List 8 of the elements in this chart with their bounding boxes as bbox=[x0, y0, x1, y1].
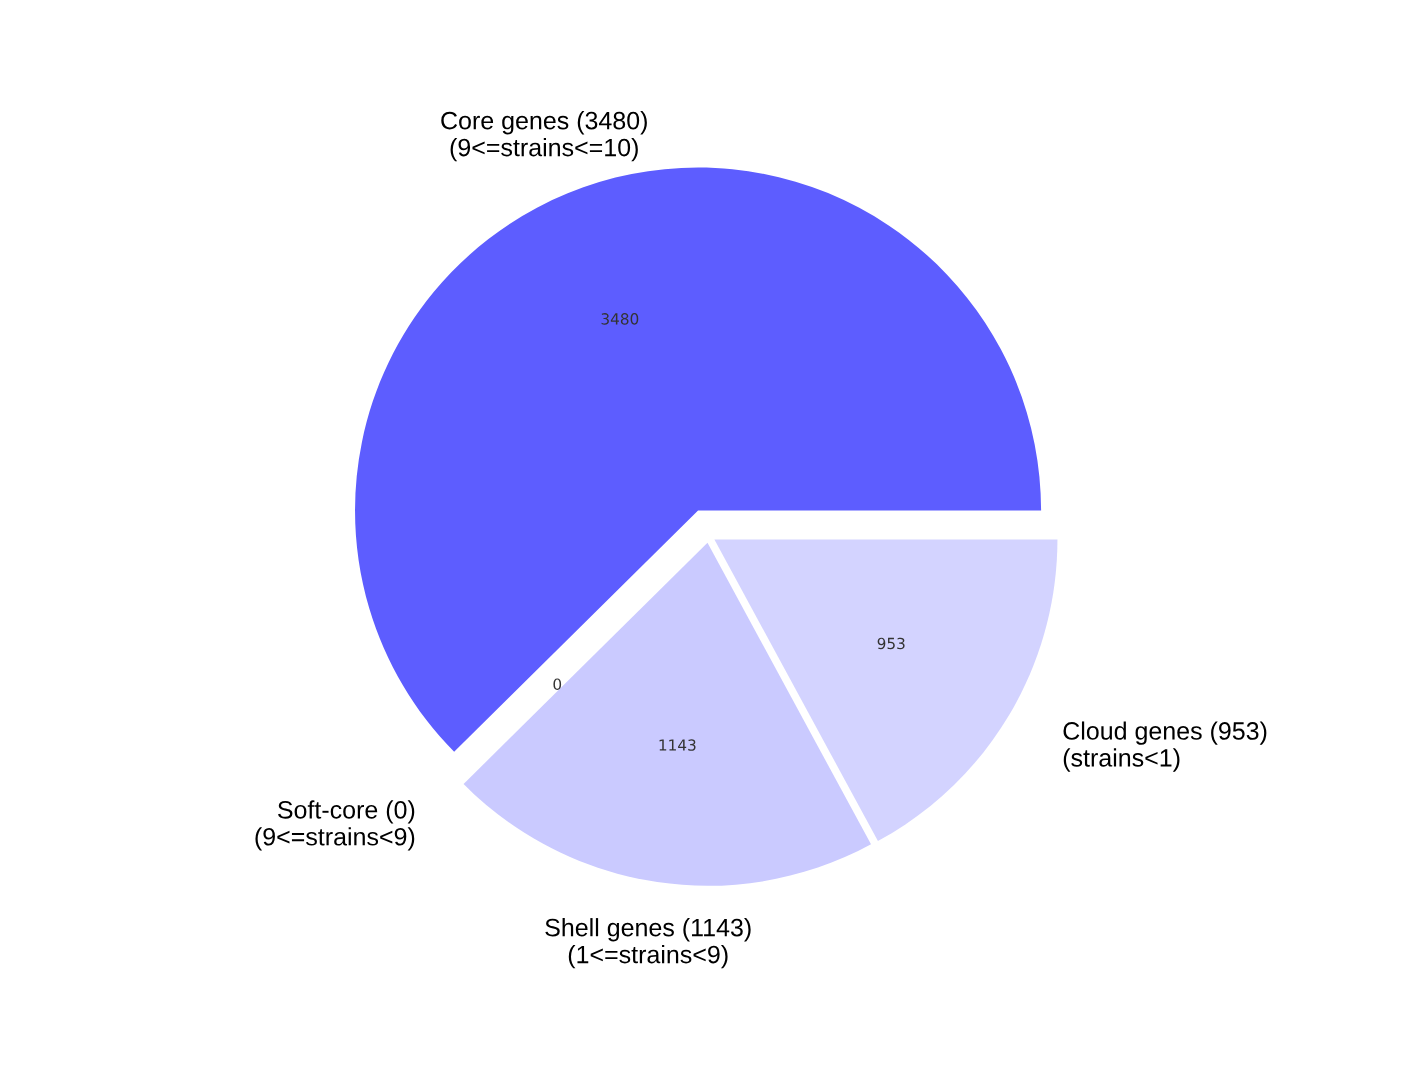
slice-label: Shell genes (1143) (1<=strains<9) bbox=[545, 918, 751, 969]
text: 0 bbox=[553, 678, 562, 690]
slice-label: Cloud genes (953) (strains<1) bbox=[1063, 721, 1267, 772]
data-label: 953 bbox=[877, 637, 905, 650]
category-label: Soft-core (0) (9<=strains<9) bbox=[255, 800, 415, 851]
data-label: 3480 bbox=[601, 313, 639, 325]
slice-label: Core genes (3480) (9<=strains<=10) bbox=[441, 111, 647, 162]
data-label: 1143 bbox=[659, 739, 696, 751]
